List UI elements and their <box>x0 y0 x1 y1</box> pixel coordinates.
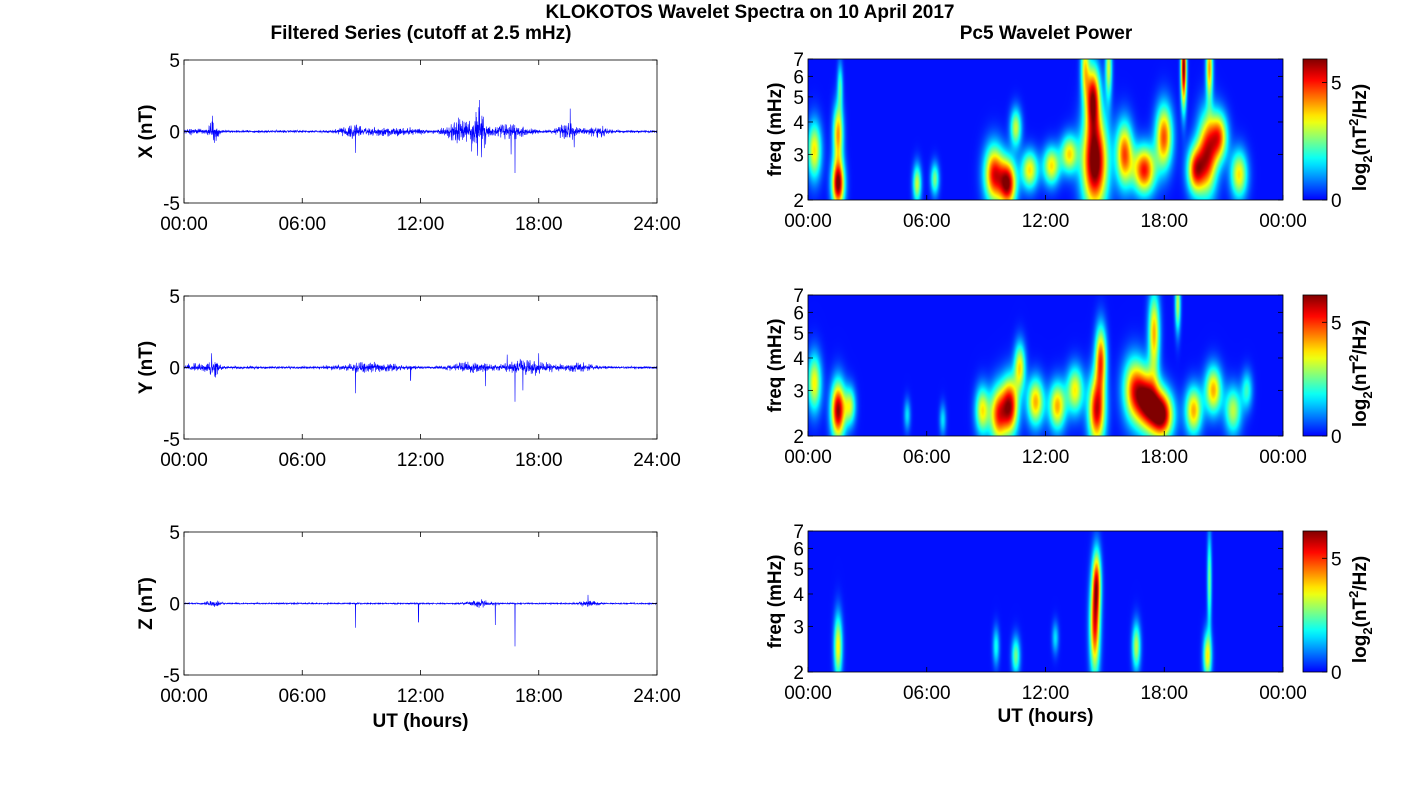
y-tick-label: -5 <box>163 430 180 451</box>
x-tick-label: 18:00 <box>515 214 563 235</box>
series-line <box>183 99 658 174</box>
y-tick-label: 6 <box>793 539 804 560</box>
colorbar-tick-label: 5 <box>1331 549 1342 570</box>
colorbar-tick-label: 5 <box>1331 74 1342 95</box>
x-tick-label: 12:00 <box>1022 447 1070 468</box>
timeseries-panel-ts-y: 00:00 06:00 12:00 18:00 24:00 5 0 -5 Y (nT) <box>136 287 681 471</box>
y-tick-label: 5 <box>169 287 180 308</box>
colorbar-tick-label: 0 <box>1331 663 1342 684</box>
y-tick-label: 2 <box>793 191 804 212</box>
x-tick-label: 24:00 <box>633 686 681 707</box>
right-column-title: Pc5 Wavelet Power <box>960 23 1133 44</box>
y-tick-label: 4 <box>793 349 804 370</box>
y-tick-label: 5 <box>169 51 180 72</box>
y-tick-label: 4 <box>793 113 804 134</box>
figure-title: KLOKOTOS Wavelet Spectra on 10 April 201… <box>546 2 955 23</box>
y-tick-label: 2 <box>793 663 804 684</box>
x-tick-label: 12:00 <box>397 686 445 707</box>
colorbar-label: log2(nT2/Hz) <box>1346 320 1375 427</box>
x-tick-label: 00:00 <box>160 686 208 707</box>
y-tick-label: 0 <box>169 359 180 380</box>
y-tick-label: 2 <box>793 427 804 448</box>
y-tick-label: 4 <box>793 585 804 606</box>
y-tick-label: -5 <box>163 194 180 215</box>
colorbar-tick-label: 5 <box>1331 313 1342 334</box>
x-tick-label: 18:00 <box>1140 211 1188 232</box>
colorbar-label: log2(nT2/Hz) <box>1346 84 1375 191</box>
y-tick-label: 5 <box>793 324 804 345</box>
y-tick-label: 0 <box>169 123 180 144</box>
x-axis-label: UT (hours) <box>997 706 1093 727</box>
y-tick-label: 3 <box>793 617 804 638</box>
x-tick-label: 18:00 <box>515 686 563 707</box>
colorbar-tick-label: 0 <box>1331 191 1342 212</box>
colorbar-gradient <box>1302 530 1328 673</box>
x-tick-label: 06:00 <box>903 447 951 468</box>
x-tick-label: 00:00 <box>160 214 208 235</box>
x-axis-label: UT (hours) <box>372 711 468 732</box>
x-tick-label: 00:00 <box>784 447 832 468</box>
y-tick-label: 6 <box>793 303 804 324</box>
series-line <box>183 353 658 402</box>
y-axis-label: freq (mHz) <box>765 83 786 177</box>
y-tick-label: 5 <box>793 88 804 109</box>
spectrogram-image <box>808 59 1283 200</box>
y-tick-label: 0 <box>169 595 180 616</box>
y-axis-label: Y (nT) <box>136 341 157 394</box>
y-tick-label: 7 <box>793 50 804 71</box>
x-tick-label: 00:00 <box>1259 211 1307 232</box>
y-axis-label: X (nT) <box>136 105 157 159</box>
x-tick-label: 06:00 <box>278 450 326 471</box>
spectrogram-image <box>808 531 1283 672</box>
timeseries-panel-ts-z: 00:00 06:00 12:00 18:00 24:00 5 0 -5 Z (nT) UT (h… <box>136 523 681 732</box>
x-tick-label: 06:00 <box>903 683 951 704</box>
x-tick-label: 18:00 <box>1140 683 1188 704</box>
y-tick-label: 6 <box>793 67 804 88</box>
y-tick-label: 7 <box>793 522 804 543</box>
x-tick-label: 00:00 <box>784 211 832 232</box>
x-tick-label: 06:00 <box>903 211 951 232</box>
y-axis-label: freq (mHz) <box>765 319 786 413</box>
colorbar-gradient <box>1302 58 1328 201</box>
x-tick-label: 06:00 <box>278 686 326 707</box>
x-tick-label: 12:00 <box>1022 683 1070 704</box>
y-tick-label: -5 <box>163 666 180 687</box>
x-tick-label: 24:00 <box>633 450 681 471</box>
x-tick-label: 12:00 <box>397 450 445 471</box>
y-tick-label: 5 <box>169 523 180 544</box>
y-tick-label: 7 <box>793 286 804 307</box>
y-tick-label: 3 <box>793 145 804 166</box>
y-tick-label: 3 <box>793 381 804 402</box>
x-tick-label: 06:00 <box>278 214 326 235</box>
x-tick-label: 00:00 <box>1259 683 1307 704</box>
x-tick-label: 12:00 <box>1022 211 1070 232</box>
y-axis-label: freq (mHz) <box>765 555 786 649</box>
colorbar-gradient <box>1302 294 1328 437</box>
y-axis-label: Z (nT) <box>136 577 157 630</box>
x-tick-label: 24:00 <box>633 214 681 235</box>
left-column-title: Filtered Series (cutoff at 2.5 mHz) <box>271 23 572 44</box>
y-tick-label: 5 <box>793 560 804 581</box>
timeseries-panel-ts-x: 00:00 06:00 12:00 18:00 24:00 5 0 -5 X (nT) <box>136 51 681 235</box>
x-tick-label: 00:00 <box>1259 447 1307 468</box>
x-tick-label: 00:00 <box>784 683 832 704</box>
x-tick-label: 18:00 <box>1140 447 1188 468</box>
x-tick-label: 12:00 <box>397 214 445 235</box>
colorbar-label: log2(nT2/Hz) <box>1346 556 1375 663</box>
colorbar-tick-label: 0 <box>1331 427 1342 448</box>
spectrogram-image <box>808 295 1283 436</box>
series-line <box>183 594 658 647</box>
x-tick-label: 18:00 <box>515 450 563 471</box>
x-tick-label: 00:00 <box>160 450 208 471</box>
